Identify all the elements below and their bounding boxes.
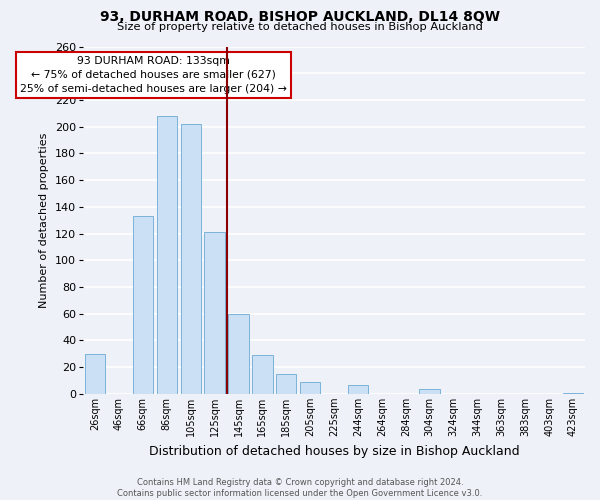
Bar (252, 355, 272, 394)
Bar (133, 216, 153, 394)
Text: 93, DURHAM ROAD, BISHOP AUCKLAND, DL14 8QW: 93, DURHAM ROAD, BISHOP AUCKLAND, DL14 8… (100, 10, 500, 24)
Bar (276, 374, 296, 394)
Bar (181, 124, 201, 394)
Y-axis label: Number of detached properties: Number of detached properties (40, 132, 49, 308)
Bar (348, 384, 368, 394)
Bar (563, 392, 583, 394)
Text: 93 DURHAM ROAD: 133sqm
← 75% of detached houses are smaller (627)
25% of semi-de: 93 DURHAM ROAD: 133sqm ← 75% of detached… (20, 56, 287, 94)
Bar (85, 354, 105, 394)
Bar (419, 388, 440, 394)
Text: Contains HM Land Registry data © Crown copyright and database right 2024.
Contai: Contains HM Land Registry data © Crown c… (118, 478, 482, 498)
Bar (157, 116, 177, 394)
X-axis label: Distribution of detached houses by size in Bishop Auckland: Distribution of detached houses by size … (149, 444, 520, 458)
Bar (205, 232, 225, 394)
Text: Size of property relative to detached houses in Bishop Auckland: Size of property relative to detached ho… (117, 22, 483, 32)
Bar (300, 382, 320, 394)
Bar (229, 314, 248, 394)
